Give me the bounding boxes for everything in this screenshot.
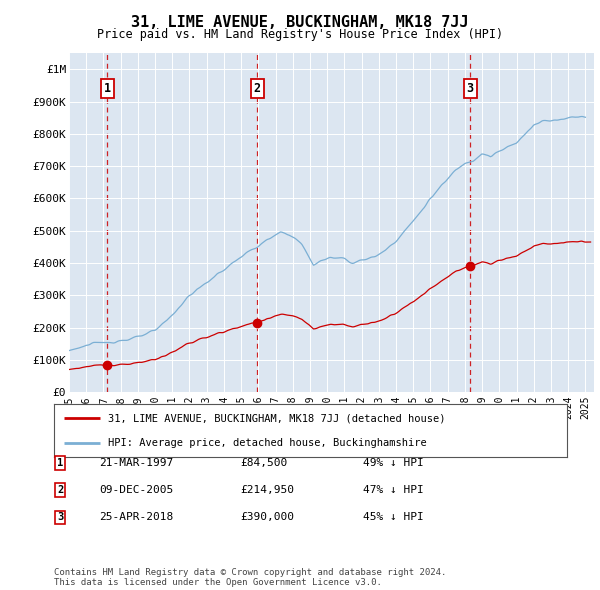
Text: 47% ↓ HPI: 47% ↓ HPI — [363, 486, 424, 495]
Text: £390,000: £390,000 — [240, 513, 294, 522]
Text: HPI: Average price, detached house, Buckinghamshire: HPI: Average price, detached house, Buck… — [108, 438, 427, 448]
Text: Price paid vs. HM Land Registry's House Price Index (HPI): Price paid vs. HM Land Registry's House … — [97, 28, 503, 41]
Text: 21-MAR-1997: 21-MAR-1997 — [99, 458, 173, 468]
Text: 3: 3 — [467, 82, 474, 95]
Text: 09-DEC-2005: 09-DEC-2005 — [99, 486, 173, 495]
Text: 25-APR-2018: 25-APR-2018 — [99, 513, 173, 522]
Text: 1: 1 — [57, 458, 63, 468]
Text: 45% ↓ HPI: 45% ↓ HPI — [363, 513, 424, 522]
Text: 1: 1 — [104, 82, 111, 95]
Text: 3: 3 — [57, 513, 63, 522]
Text: Contains HM Land Registry data © Crown copyright and database right 2024.
This d: Contains HM Land Registry data © Crown c… — [54, 568, 446, 587]
Text: 2: 2 — [254, 82, 261, 95]
Text: 31, LIME AVENUE, BUCKINGHAM, MK18 7JJ: 31, LIME AVENUE, BUCKINGHAM, MK18 7JJ — [131, 15, 469, 30]
Text: 49% ↓ HPI: 49% ↓ HPI — [363, 458, 424, 468]
Text: £214,950: £214,950 — [240, 486, 294, 495]
Text: £84,500: £84,500 — [240, 458, 287, 468]
Text: 31, LIME AVENUE, BUCKINGHAM, MK18 7JJ (detached house): 31, LIME AVENUE, BUCKINGHAM, MK18 7JJ (d… — [108, 414, 445, 424]
Text: 2: 2 — [57, 486, 63, 495]
